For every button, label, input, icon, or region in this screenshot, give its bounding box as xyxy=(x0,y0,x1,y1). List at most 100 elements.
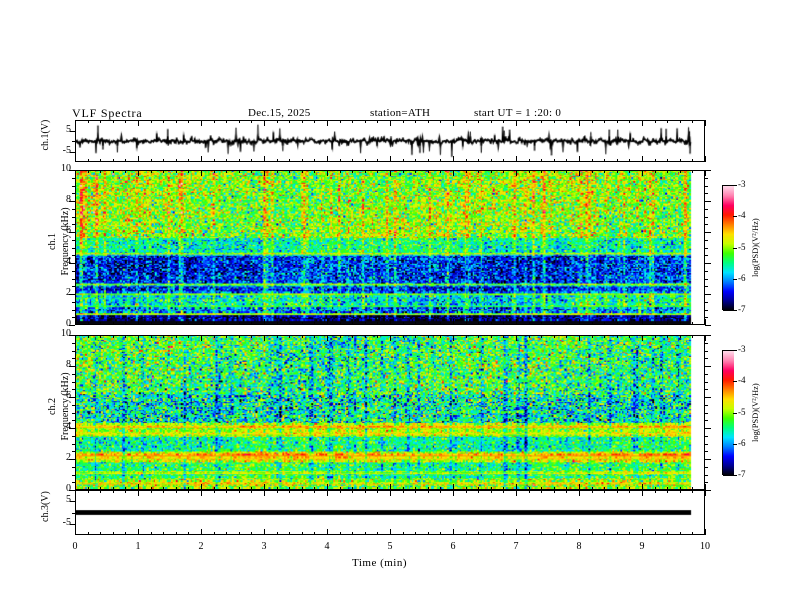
axis-tick xyxy=(289,532,291,535)
axis-tick xyxy=(440,487,442,490)
axis-tick xyxy=(692,159,694,162)
axis-tick xyxy=(591,159,593,162)
axis-tick xyxy=(692,487,694,490)
axis-tick xyxy=(175,490,177,493)
freq-tick-label: 8 xyxy=(66,359,71,370)
axis-tick xyxy=(478,322,480,325)
axis-tick xyxy=(352,322,354,325)
axis-tick xyxy=(72,389,75,391)
axis-tick xyxy=(629,335,631,338)
axis-tick xyxy=(667,120,669,123)
colorbar-tick xyxy=(733,310,737,311)
axis-tick xyxy=(528,120,530,123)
axis-tick xyxy=(327,319,328,325)
axis-tick xyxy=(390,156,391,162)
axis-tick xyxy=(591,120,593,123)
colorbar-tick-label: -7 xyxy=(738,304,746,314)
axis-tick xyxy=(238,170,240,173)
axis-tick xyxy=(238,487,240,490)
axis-tick xyxy=(87,490,89,493)
axis-tick xyxy=(251,487,253,490)
ch1-voltage-axis-label: ch.1(V) xyxy=(40,119,51,151)
colorbar-tick-label: -5 xyxy=(738,241,746,252)
axis-tick xyxy=(72,301,75,303)
x-tick-label: 3 xyxy=(261,541,267,552)
axis-tick xyxy=(516,529,517,535)
axis-tick xyxy=(465,532,467,535)
axis-tick xyxy=(72,216,75,218)
axis-tick xyxy=(87,487,89,490)
axis-tick xyxy=(490,335,492,338)
axis-tick xyxy=(201,170,202,176)
axis-tick xyxy=(188,532,190,535)
axis-tick xyxy=(72,224,75,226)
axis-tick xyxy=(72,193,75,195)
axis-tick xyxy=(125,532,127,535)
axis-tick xyxy=(503,532,505,535)
axis-tick xyxy=(579,335,580,341)
axis-tick xyxy=(566,159,568,162)
axis-tick xyxy=(364,490,366,493)
axis-tick xyxy=(516,490,517,496)
axis-tick xyxy=(705,389,708,391)
axis-tick xyxy=(390,484,391,490)
axis-tick xyxy=(541,322,543,325)
axis-tick xyxy=(314,159,316,162)
axis-tick xyxy=(289,490,291,493)
axis-tick xyxy=(364,487,366,490)
axis-tick xyxy=(705,358,708,360)
axis-tick xyxy=(591,532,593,535)
axis-tick xyxy=(100,120,102,123)
axis-tick xyxy=(478,490,480,493)
axis-tick xyxy=(72,482,75,484)
axis-tick xyxy=(629,120,631,123)
axis-tick xyxy=(238,532,240,535)
axis-tick xyxy=(667,335,669,338)
axis-tick xyxy=(579,170,580,176)
colorbar-ch2 xyxy=(722,350,734,476)
axis-tick xyxy=(415,322,417,325)
axis-tick xyxy=(402,490,404,493)
axis-tick xyxy=(327,156,328,162)
axis-tick xyxy=(705,381,708,383)
axis-tick xyxy=(125,159,127,162)
axis-tick xyxy=(415,120,417,123)
axis-tick xyxy=(705,319,706,325)
axis-tick xyxy=(579,490,580,496)
axis-tick xyxy=(553,120,555,123)
axis-tick xyxy=(705,232,711,233)
axis-tick xyxy=(453,319,454,325)
axis-tick xyxy=(69,490,75,491)
axis-tick xyxy=(705,529,706,535)
axis-tick xyxy=(566,120,568,123)
axis-tick xyxy=(175,159,177,162)
axis-tick xyxy=(213,532,215,535)
axis-tick xyxy=(276,322,278,325)
axis-tick xyxy=(163,170,165,173)
axis-tick xyxy=(566,170,568,173)
axis-tick xyxy=(453,490,454,496)
axis-tick xyxy=(163,322,165,325)
axis-tick xyxy=(72,309,75,311)
axis-tick xyxy=(75,529,76,535)
axis-tick xyxy=(72,412,75,414)
freq-tick-label: 6 xyxy=(66,390,71,401)
axis-tick xyxy=(201,484,202,490)
axis-tick xyxy=(541,487,543,490)
axis-tick xyxy=(150,532,152,535)
axis-tick xyxy=(301,322,303,325)
axis-tick xyxy=(705,286,708,288)
axis-tick xyxy=(75,319,76,325)
freq-tick-label: 10 xyxy=(61,163,71,174)
axis-tick xyxy=(705,247,708,249)
colorbar-gradient xyxy=(723,351,734,476)
axis-tick xyxy=(705,263,711,264)
axis-tick xyxy=(112,120,114,123)
axis-tick xyxy=(553,335,555,338)
axis-tick xyxy=(352,490,354,493)
axis-tick xyxy=(604,335,606,338)
axis-tick xyxy=(264,490,265,496)
axis-tick xyxy=(654,487,656,490)
axis-tick xyxy=(188,322,190,325)
axis-tick xyxy=(440,532,442,535)
